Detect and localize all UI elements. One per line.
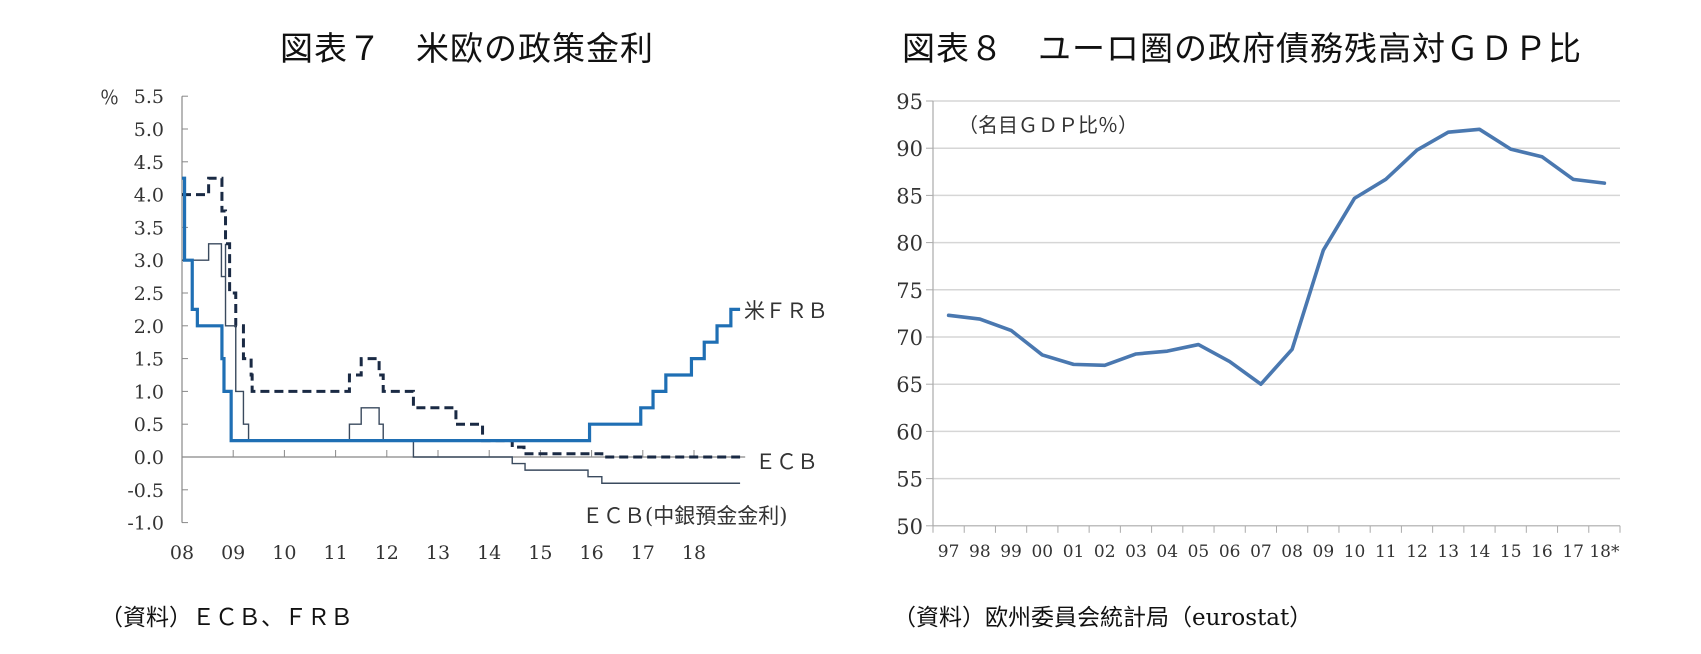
right-chart-title: 図表８ ユーロ圏の政府債務残高対ＧＤＰ比 <box>902 29 1582 68</box>
y-tick-label: 0.5 <box>134 414 164 436</box>
y-tick-label: 1.0 <box>134 381 164 403</box>
y-tick-label: -1.0 <box>127 513 164 535</box>
series-line <box>182 176 741 443</box>
left-chart-title: 図表７ 米欧の政策金利 <box>280 29 654 68</box>
x-tick-label: 08 <box>1281 542 1303 562</box>
left-series <box>182 176 741 484</box>
y-tick-label: 50 <box>896 515 923 539</box>
x-tick-label: 98 <box>969 542 991 562</box>
x-tick-label: 01 <box>1063 542 1085 562</box>
y-tick-label: 55 <box>896 468 923 492</box>
x-tick-label: 13 <box>426 542 450 564</box>
y-tick-label: 4.5 <box>134 152 164 174</box>
y-tick-label: 75 <box>896 279 923 303</box>
x-tick-label: 04 <box>1156 542 1178 562</box>
x-tick-label: 12 <box>1406 542 1428 562</box>
x-tick-label: 18 <box>682 542 706 564</box>
policy-rate-chart: -1.0 -0.5 0.0 0.5 1.0 1.5 2.0 2.5 3.0 3.5 4.0 4.5 5.… <box>100 86 828 564</box>
y-tick-label: 5.0 <box>134 119 164 141</box>
x-tick-label: 17 <box>631 542 655 564</box>
y-tick-label: 0.0 <box>134 447 164 469</box>
x-tick-label: 99 <box>1000 542 1022 562</box>
x-tick-label: 14 <box>477 542 501 564</box>
x-tick-label: 12 <box>375 542 399 564</box>
y-tick-label: 60 <box>896 420 923 444</box>
ecb-deposit-label: ＥＣＢ(中銀預金金利) <box>582 504 787 528</box>
x-tick-label: 17 <box>1562 542 1584 562</box>
unit-note: （名目ＧＤＰ比％） <box>958 113 1138 137</box>
x-tick-label: 16 <box>580 542 604 564</box>
right-axes: 50 55 60 65 70 75 80 85 90 95 97 98 99 00 01 02 03 04 05 06… <box>896 90 1621 562</box>
x-tick-label: 97 <box>938 542 960 562</box>
y-tick-label: 2.5 <box>134 283 164 305</box>
y-tick-label: 70 <box>896 326 923 350</box>
right-series <box>946 127 1607 387</box>
x-tick-label: 14 <box>1469 542 1491 562</box>
x-tick-label: 10 <box>272 542 296 564</box>
y-tick-label: 80 <box>896 232 923 256</box>
x-tick-label: 18* <box>1589 542 1620 562</box>
right-source-note: （資料）欧州委員会統計局（eurostat） <box>893 605 1313 631</box>
debt-ratio-line <box>946 127 1607 387</box>
y-tick-label: 5.5 <box>134 86 164 108</box>
x-tick-label: 10 <box>1344 542 1366 562</box>
y-tick-label: 2.0 <box>134 316 164 338</box>
y-tick-label: 95 <box>896 90 923 114</box>
left-axes: -1.0 -0.5 0.0 0.5 1.0 1.5 2.0 2.5 3.0 3.5 4.0 4.5 5.… <box>127 86 746 564</box>
y-tick-label: 65 <box>896 373 923 397</box>
y-unit-label: ％ <box>100 87 119 109</box>
y-tick-label: 3.5 <box>134 217 164 239</box>
x-tick-label: 06 <box>1219 542 1241 562</box>
x-tick-label: 11 <box>324 542 348 564</box>
x-tick-label: 07 <box>1250 542 1272 562</box>
y-tick-label: 4.0 <box>134 185 164 207</box>
x-tick-label: 09 <box>1313 542 1335 562</box>
y-tick-label: -0.5 <box>127 480 164 502</box>
x-tick-label: 16 <box>1531 542 1553 562</box>
left-source-note: （資料）ＥＣＢ、ＦＲＢ <box>100 605 353 631</box>
y-tick-label: 1.5 <box>134 349 164 371</box>
frb-label: 米ＦＲＢ <box>744 299 828 323</box>
x-tick-label: 11 <box>1375 542 1397 562</box>
debt-gdp-chart: 50 55 60 65 70 75 80 85 90 95 97 98 99 00 01 02 03 04 05 06… <box>896 90 1621 562</box>
x-tick-label: 09 <box>221 542 245 564</box>
y-tick-label: 90 <box>896 137 923 161</box>
x-tick-label: 03 <box>1125 542 1147 562</box>
x-tick-label: 15 <box>528 542 552 564</box>
x-tick-label: 08 <box>170 542 194 564</box>
series-line <box>182 243 741 484</box>
x-tick-label: 00 <box>1031 542 1053 562</box>
y-tick-label: 85 <box>896 184 923 208</box>
ecb-label: ＥＣＢ <box>755 450 818 474</box>
x-tick-label: 02 <box>1094 542 1116 562</box>
x-tick-label: 15 <box>1500 542 1522 562</box>
x-tick-label: 05 <box>1188 542 1210 562</box>
x-tick-label: 13 <box>1437 542 1459 562</box>
y-tick-label: 3.0 <box>134 250 164 272</box>
